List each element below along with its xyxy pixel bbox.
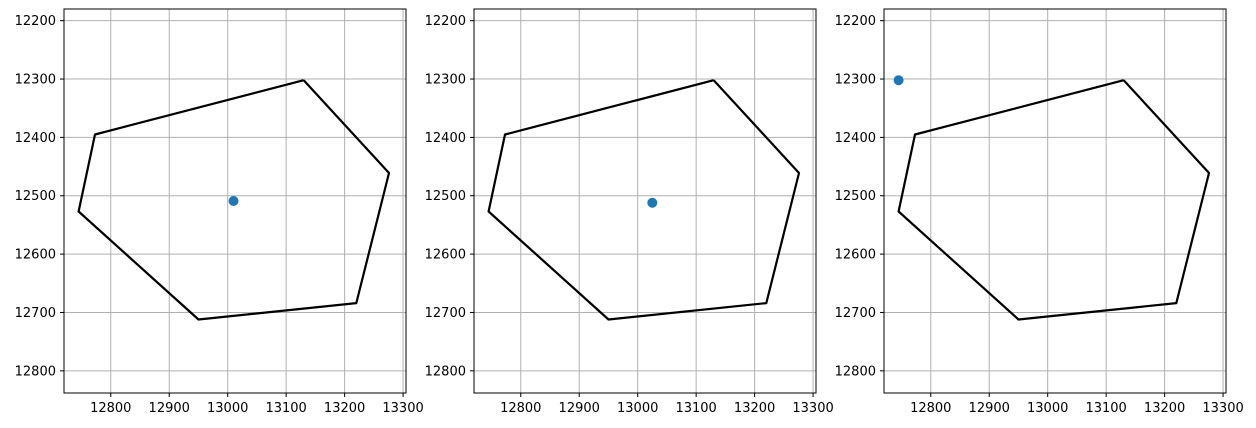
x-tick-label: 13000 [617, 401, 658, 416]
y-tick-label: 12600 [425, 248, 466, 263]
x-tick-label: 13100 [1085, 401, 1126, 416]
axes-frame [63, 8, 407, 394]
y-tick-label: 12300 [425, 73, 466, 88]
axes-frame [883, 8, 1227, 394]
y-tick-label: 12500 [15, 189, 56, 204]
grid [64, 9, 406, 393]
x-tick-label: 13000 [207, 401, 248, 416]
y-tick-label: 12600 [835, 248, 876, 263]
y-tick-label: 12800 [15, 364, 56, 379]
scatter-point [647, 197, 658, 208]
y-tick-label: 12700 [15, 306, 56, 321]
polygon-outline [77, 79, 391, 321]
y-tick-label: 12400 [15, 131, 56, 146]
x-tick-label: 12800 [500, 401, 541, 416]
y-tick-label: 12300 [15, 73, 56, 88]
y-tick-label: 12800 [425, 364, 466, 379]
x-tick-label: 13100 [265, 401, 306, 416]
scatter-point [228, 196, 239, 206]
x-tick-label: 12800 [910, 401, 951, 416]
x-tick-label: 13000 [1027, 401, 1068, 416]
grid [474, 9, 816, 393]
grid [884, 9, 1226, 393]
x-tick-label: 13300 [382, 401, 423, 416]
polygon-outline [897, 79, 1211, 321]
y-tick-label: 12600 [15, 248, 56, 263]
y-tick-label: 12200 [425, 14, 466, 29]
y-tick-label: 12700 [425, 306, 466, 321]
y-tick-label: 12400 [425, 131, 466, 146]
subplot-3: 12800 12900 13000 13100 13200 13300 12200 12300… [835, 8, 1244, 416]
x-tick-label: 13100 [675, 401, 716, 416]
scatter-point [893, 75, 904, 86]
x-tick-label: 13200 [324, 401, 365, 416]
subplot-2: 12800 12900 13000 13100 13200 13300 12200 12300… [425, 8, 834, 416]
polygon-outline [487, 79, 801, 321]
x-tick-label: 13200 [734, 401, 775, 416]
x-tick-label: 13200 [1144, 401, 1185, 416]
subplot-1: 12800 12900 13000 13100 13200 13300 12200 12300… [15, 8, 424, 416]
y-tick-label: 12300 [835, 73, 876, 88]
x-tick-label: 13300 [792, 401, 833, 416]
axes-frame [473, 8, 817, 394]
y-tick-label: 12500 [835, 189, 876, 204]
y-tick-label: 12400 [835, 131, 876, 146]
x-tick-label: 12800 [90, 401, 131, 416]
y-tick-label: 12200 [15, 14, 56, 29]
y-tick-label: 12700 [835, 306, 876, 321]
x-tick-label: 12900 [149, 401, 190, 416]
y-tick-label: 12800 [835, 364, 876, 379]
y-tick-label: 12500 [425, 189, 466, 204]
y-tick-label: 12200 [835, 14, 876, 29]
x-tick-label: 12900 [559, 401, 600, 416]
x-tick-label: 12900 [969, 401, 1010, 416]
x-tick-label: 13300 [1202, 401, 1243, 416]
